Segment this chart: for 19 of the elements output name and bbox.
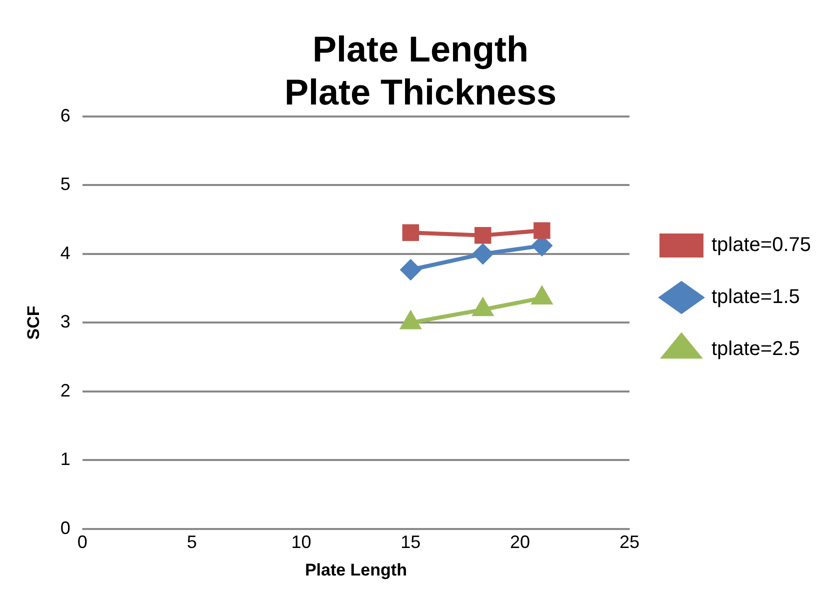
x-tick-label: 15 (400, 532, 421, 552)
x-axis-title: Plate Length (304, 560, 407, 580)
legend-label: tplate=0.75 (711, 234, 811, 256)
chart-title: Plate Length Plate Thickness (284, 28, 557, 113)
y-tick-label: 0 (60, 518, 70, 538)
x-tick-label: 10 (291, 532, 312, 552)
x-tick-label: 25 (619, 532, 640, 552)
y-tick-label: 4 (60, 242, 70, 263)
y-tick-label: 3 (60, 312, 70, 332)
y-tick-label: 5 (60, 174, 70, 194)
legend-label: tplate=2.5 (711, 338, 800, 360)
y-tick-label: 1 (60, 449, 70, 470)
legend-label: tplate=1.5 (711, 286, 800, 308)
y-tick-label: 6 (60, 105, 70, 126)
x-tick-label: 0 (77, 532, 88, 552)
y-tick-label: 2 (60, 380, 70, 400)
x-tick-label: 5 (186, 532, 197, 552)
x-tick-label: 20 (510, 532, 530, 552)
y-axis-title: SCF (24, 306, 43, 340)
